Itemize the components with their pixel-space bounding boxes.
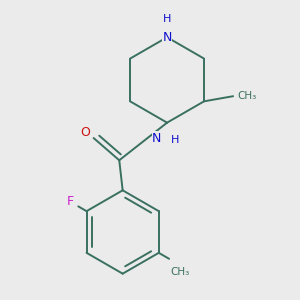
Text: N: N [152,131,161,145]
Text: N: N [162,31,172,44]
Text: H: H [163,14,171,25]
Text: CH₃: CH₃ [237,91,256,101]
Text: CH₃: CH₃ [170,267,189,278]
Text: F: F [67,195,74,208]
Text: O: O [80,126,90,140]
Text: H: H [170,135,179,145]
